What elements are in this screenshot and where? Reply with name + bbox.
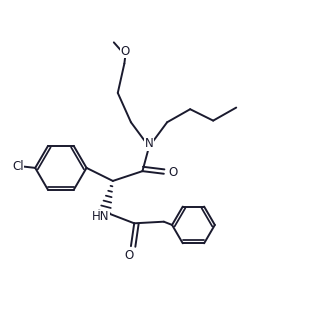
Text: O: O [121, 45, 130, 58]
Text: Cl: Cl [12, 160, 24, 173]
Text: HN: HN [92, 210, 110, 223]
Text: O: O [168, 166, 178, 179]
Text: O: O [125, 249, 134, 262]
Text: N: N [145, 137, 153, 150]
